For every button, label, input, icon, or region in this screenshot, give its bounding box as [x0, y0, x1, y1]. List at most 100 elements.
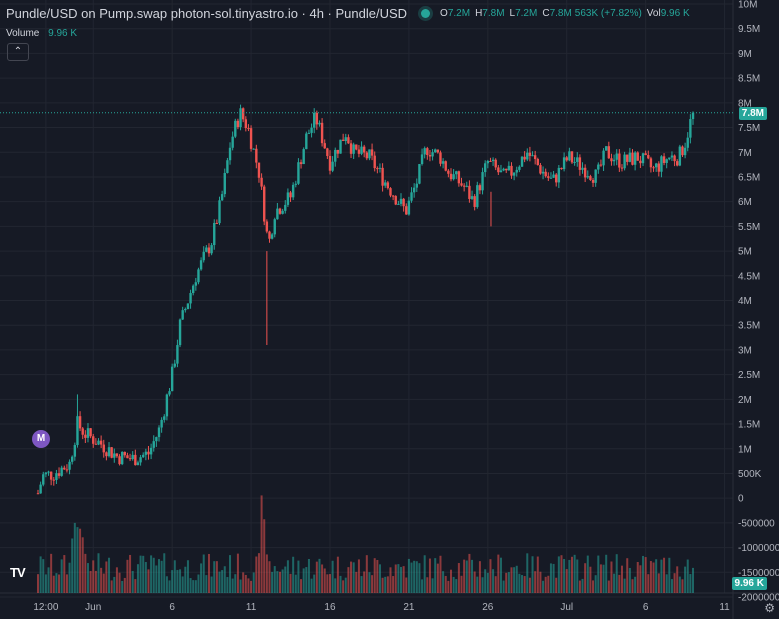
- event-marker[interactable]: M: [32, 430, 50, 448]
- volume-bar: [405, 577, 408, 593]
- volume-bar: [505, 572, 508, 593]
- volume-bar: [515, 565, 518, 593]
- volume-bar: [210, 576, 213, 593]
- volume-bar: [279, 571, 282, 593]
- candle-body: [199, 260, 203, 270]
- candle-body: [260, 177, 263, 187]
- volume-bar: [171, 570, 174, 593]
- candle-body: [636, 152, 639, 161]
- volume-bar: [321, 564, 324, 593]
- candle-body: [510, 165, 513, 176]
- volume-bar: [294, 574, 297, 593]
- volume-bar: [344, 577, 347, 593]
- candle-body: [405, 206, 408, 215]
- volume-bar: [94, 570, 97, 593]
- volume-bar: [163, 553, 166, 593]
- volume-bar: [402, 566, 405, 593]
- y-tick-label: 6.5M: [738, 172, 760, 183]
- candle-body: [615, 153, 618, 160]
- candle-body: [426, 148, 429, 156]
- volume-bar: [647, 574, 650, 593]
- candle-body: [65, 469, 69, 471]
- candle-body: [384, 182, 387, 186]
- gear-icon[interactable]: ⚙: [764, 601, 775, 615]
- candle-body: [470, 196, 474, 199]
- tradingview-logo[interactable]: TV: [10, 565, 26, 580]
- volume-bar: [236, 553, 239, 593]
- volume-bar: [665, 574, 668, 593]
- candle-body: [105, 452, 108, 457]
- volume-bar: [284, 566, 287, 593]
- volume-bar: [613, 573, 616, 593]
- candle-body: [610, 158, 613, 162]
- candle-body: [631, 152, 634, 165]
- y-tick-label: 1M: [738, 444, 752, 455]
- volume-bar: [618, 574, 621, 593]
- candle-body: [210, 245, 213, 254]
- volume-bar: [260, 495, 263, 593]
- volume-bar: [168, 580, 171, 593]
- candle-body: [334, 149, 337, 162]
- volume-bar: [60, 559, 63, 593]
- candle-body: [328, 155, 332, 171]
- candle-body: [205, 247, 208, 252]
- volume-bar: [460, 575, 463, 593]
- candle-body: [326, 148, 329, 156]
- volume-bar: [97, 553, 100, 593]
- candle-body: [644, 153, 647, 156]
- candle-body: [533, 155, 537, 160]
- candle-body: [249, 128, 253, 149]
- volume-bar: [292, 556, 295, 593]
- candle-body: [568, 151, 571, 161]
- volume-bar: [449, 569, 452, 593]
- volume-legend[interactable]: Volume 9.96 K: [6, 28, 77, 39]
- candle-body: [410, 192, 413, 201]
- candle-body: [70, 456, 74, 462]
- volume-bar: [494, 576, 497, 593]
- volume-bar: [326, 574, 329, 593]
- volume-bar: [689, 574, 692, 593]
- candle-body: [186, 303, 190, 309]
- volume-bar: [105, 561, 108, 593]
- volume-bar: [678, 576, 681, 593]
- candle-body: [597, 164, 600, 170]
- candle-body: [194, 282, 198, 286]
- volume-bar: [578, 580, 581, 593]
- candle-body: [373, 155, 376, 169]
- volume-bar: [439, 555, 442, 593]
- candle-body: [452, 174, 455, 180]
- collapse-legend-button[interactable]: ⌃: [7, 43, 29, 61]
- volume-bar: [242, 572, 245, 593]
- candle-body: [276, 208, 279, 220]
- x-tick-label: 11: [246, 602, 257, 613]
- x-tick-label: 16: [324, 602, 336, 613]
- candle-body: [349, 143, 353, 154]
- candle-body: [189, 293, 192, 304]
- candle-body: [570, 151, 574, 163]
- candle-body: [652, 167, 655, 169]
- candle-body: [599, 164, 603, 166]
- symbol-title[interactable]: Pundle/USD on Pump.swap photon-sol.tinya…: [6, 6, 408, 21]
- close-value: 7.8M: [549, 8, 572, 19]
- volume-bar: [247, 578, 250, 593]
- candle-body: [123, 451, 127, 456]
- volume-bar: [492, 569, 495, 593]
- candle-body: [397, 203, 400, 205]
- volume-bar: [628, 567, 631, 593]
- volume-bar: [428, 558, 431, 593]
- candle-body: [168, 391, 171, 395]
- volume-bar: [476, 576, 479, 593]
- volume-bar: [271, 571, 274, 593]
- candle-body: [594, 169, 597, 183]
- candle-body: [228, 147, 232, 161]
- candle-body: [502, 168, 505, 171]
- volume-bar: [478, 561, 481, 593]
- candle-body: [89, 428, 92, 437]
- volume-bar: [557, 556, 560, 593]
- volume-bar: [276, 571, 279, 593]
- volume-bar: [631, 579, 634, 593]
- volume-bar: [147, 569, 150, 593]
- candle-body: [47, 471, 50, 473]
- volume-bar: [52, 575, 55, 593]
